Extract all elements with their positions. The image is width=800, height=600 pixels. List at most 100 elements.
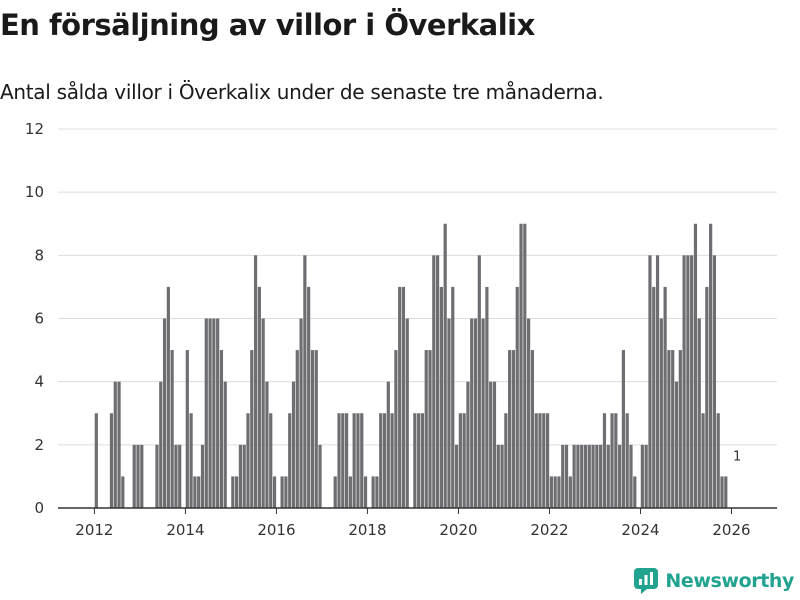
bar (606, 444, 610, 508)
bar (610, 413, 614, 508)
y-tick-label: 2 (34, 436, 44, 454)
bar (504, 413, 508, 508)
bar (644, 444, 648, 508)
bar (470, 318, 474, 508)
bar (640, 444, 644, 508)
bar (113, 381, 117, 508)
bar (382, 413, 387, 508)
bar (318, 444, 322, 508)
bar (189, 413, 193, 508)
x-tick-label: 2024 (621, 521, 659, 539)
bar (360, 413, 364, 508)
bar (625, 413, 629, 508)
bar (712, 255, 717, 508)
y-tick-label: 12 (25, 120, 44, 138)
bar (314, 350, 318, 508)
bar (443, 223, 447, 508)
y-tick-label: 6 (34, 310, 44, 328)
bar (253, 255, 258, 508)
bar (208, 318, 212, 508)
bar (288, 413, 292, 508)
bar (686, 255, 690, 508)
bar (344, 413, 349, 508)
bar (159, 381, 163, 508)
bar (140, 444, 144, 508)
x-tick-label: 2022 (530, 521, 568, 539)
bar (428, 350, 432, 508)
bar (417, 413, 421, 508)
bar (481, 318, 485, 508)
y-tick-label: 8 (34, 246, 44, 264)
bar (398, 286, 402, 508)
brand-name: Newsworthy (665, 570, 794, 592)
bar (405, 318, 409, 508)
bar (265, 381, 269, 508)
bar (121, 476, 125, 508)
bar (583, 444, 588, 508)
bar (492, 381, 497, 508)
bar (235, 476, 239, 508)
bar (599, 444, 603, 508)
bar (231, 476, 235, 508)
bar (633, 476, 637, 508)
x-tick-label: 2026 (712, 521, 750, 539)
bar (568, 476, 572, 508)
bar (530, 350, 534, 508)
bar (663, 286, 667, 508)
chart-title: En försäljning av villor i Överkalix (0, 8, 535, 42)
bar (648, 255, 652, 508)
bar (246, 413, 250, 508)
bar (170, 350, 174, 508)
bar (432, 255, 436, 508)
bar (652, 286, 656, 508)
brand: Newsworthy (633, 567, 794, 595)
bar (117, 381, 121, 508)
bar (655, 255, 660, 508)
bar (197, 476, 201, 508)
bar (333, 476, 337, 508)
bar (204, 318, 208, 508)
x-tick-label: 2018 (348, 521, 386, 539)
bar (371, 476, 375, 508)
bar (238, 444, 242, 508)
bar (561, 444, 565, 508)
bar (549, 476, 553, 508)
bar (155, 444, 159, 508)
bar (363, 476, 368, 508)
bar (337, 413, 341, 508)
bar (564, 444, 569, 508)
bar (356, 413, 360, 508)
bar (473, 318, 478, 508)
bar (485, 286, 489, 508)
bar (462, 413, 466, 508)
bar (572, 444, 576, 508)
bar (447, 318, 451, 508)
bar (466, 381, 470, 508)
bar (223, 381, 227, 508)
bar (553, 476, 557, 508)
bar (348, 476, 352, 508)
bar (261, 318, 265, 508)
bar (545, 413, 550, 508)
x-tick-label: 2012 (75, 521, 113, 539)
bar (216, 318, 220, 508)
bar (439, 286, 443, 508)
bar (451, 286, 455, 508)
bar (420, 413, 425, 508)
bar (295, 350, 299, 508)
bar-chart: 0 2 4 6 8 10 12 1 2012 2014 2016 2018 2020 2022 2024 20… (25, 120, 777, 539)
bar (678, 350, 682, 508)
bar (379, 413, 383, 508)
bar (307, 286, 311, 508)
bar (523, 223, 527, 508)
bar (527, 318, 531, 508)
bar (394, 350, 398, 508)
bar (454, 444, 459, 508)
bar (614, 413, 618, 508)
bar (257, 286, 261, 508)
bar (496, 444, 500, 508)
bar (618, 444, 622, 508)
x-tick-label: 2014 (166, 521, 204, 539)
bar (716, 413, 720, 508)
bar (489, 381, 493, 508)
